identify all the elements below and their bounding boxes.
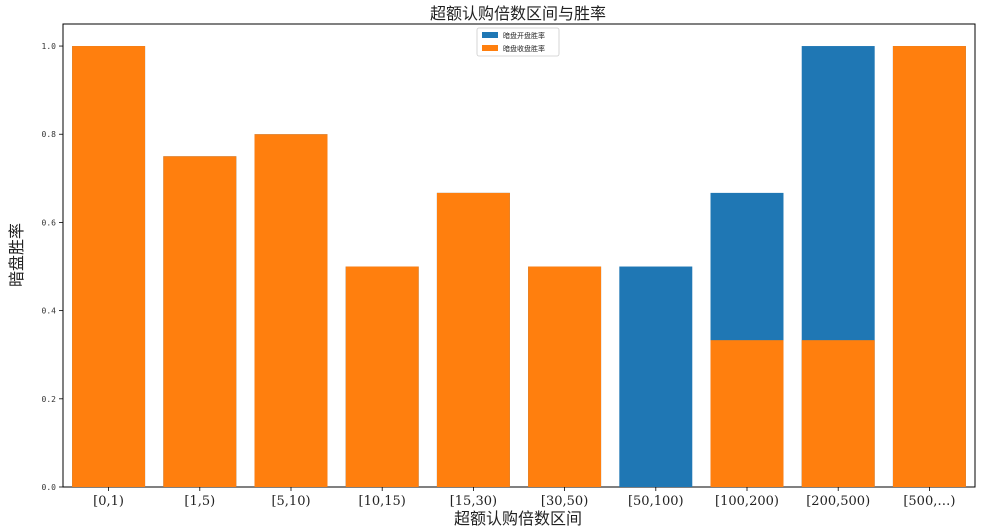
- x-tick-label: [500,…): [903, 494, 955, 509]
- x-tick-label: [0,1): [93, 494, 124, 509]
- legend-swatch-close: [482, 45, 498, 51]
- x-axis-label: 超额认购倍数区间: [454, 509, 582, 528]
- y-tick-label: 0.2: [42, 395, 57, 404]
- bar-open-6: [619, 266, 693, 487]
- y-tick-label: 0.6: [42, 218, 57, 227]
- bar-close-7: [710, 340, 784, 487]
- x-tick-label: [50,100): [628, 494, 684, 509]
- y-tick-label: 0.4: [42, 307, 57, 316]
- bar-close-1: [163, 156, 237, 488]
- y-axis-label: 暗盘胜率: [7, 223, 26, 287]
- bar-close-8: [801, 340, 875, 487]
- y-tick-label: 1.0: [42, 42, 57, 51]
- x-tick-label: [1,5): [184, 494, 215, 509]
- bars-layer: [72, 46, 966, 488]
- y-tick-label: 0.0: [42, 483, 57, 492]
- bar-close-3: [345, 266, 419, 487]
- x-tick-label: [15,30): [450, 494, 497, 509]
- x-tick-label: [100,200): [715, 494, 779, 509]
- y-axis: 0.0 0.2 0.4 0.6 0.8 1.0: [42, 42, 63, 492]
- legend-label-open: 暗盘开盘胜率: [503, 31, 545, 40]
- bar-close-0: [72, 46, 146, 488]
- legend-label-close: 暗盘收盘胜率: [503, 44, 545, 53]
- x-axis: [0,1) [1,5) [5,10) [10,15) [15,30) [30,50) [50…: [93, 487, 955, 509]
- x-tick-label: [30,50): [541, 494, 588, 509]
- x-tick-label: [200,500): [806, 494, 870, 509]
- legend-swatch-open: [482, 32, 498, 38]
- bar-close-9: [892, 46, 966, 488]
- x-tick-label: [10,15): [359, 494, 406, 509]
- x-tick-label: [5,10): [271, 494, 310, 509]
- bar-close-2: [254, 134, 328, 487]
- bar-close-5: [528, 266, 602, 487]
- y-tick-label: 0.8: [42, 130, 57, 139]
- bar-close-4: [436, 192, 510, 487]
- chart-title: 超额认购倍数区间与胜率: [430, 4, 606, 23]
- legend: 暗盘开盘胜率 暗盘收盘胜率: [476, 27, 560, 57]
